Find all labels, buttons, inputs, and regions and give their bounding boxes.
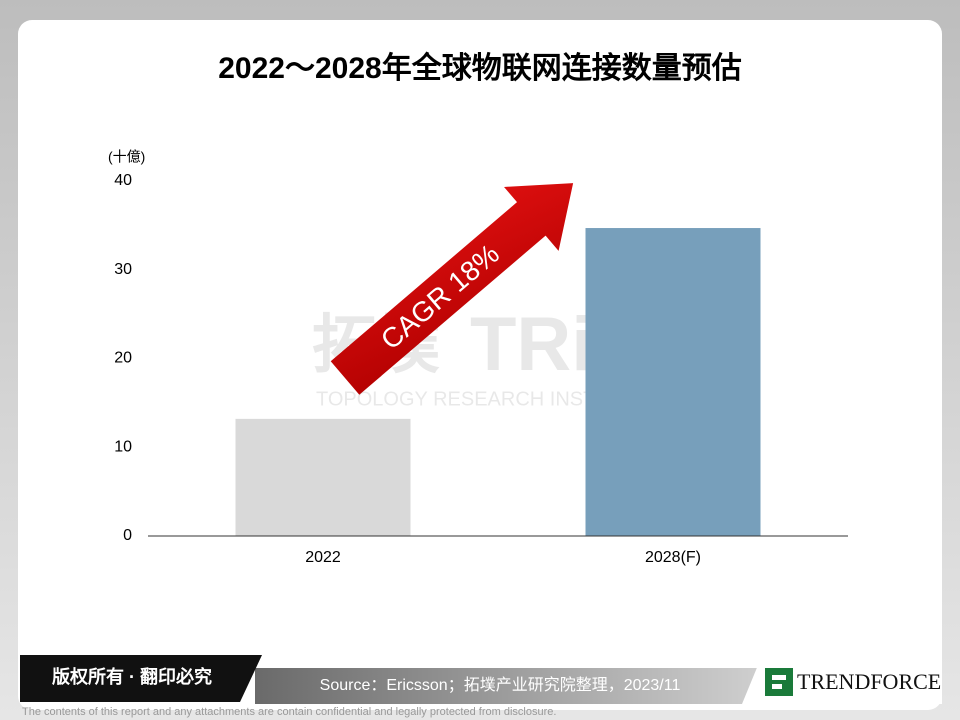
y-tick-label: 40 — [114, 172, 132, 189]
copyright-box — [20, 655, 262, 702]
watermark-name: TOPOLOGY RESEARCH INSTITUTE — [316, 388, 653, 410]
y-tick-label: 10 — [114, 438, 132, 455]
y-tick-label: 0 — [123, 527, 132, 544]
arrow-shape — [330, 183, 574, 395]
panel — [18, 20, 942, 710]
plot: 0 10 20 30 40 2022 2028(F) — [114, 172, 848, 566]
chart-title: 2022～2028年全球物联网连接数量预估 — [218, 51, 741, 85]
y-tick-label: 20 — [114, 350, 132, 367]
brand-icon-line — [772, 684, 782, 689]
copyright: 版权所有 · 翻印必究 — [52, 666, 212, 687]
y-tick-label: 30 — [114, 261, 132, 278]
brand-icon-line — [772, 675, 786, 680]
source: Source：Ericsson；拓墣产业研究院整理，2023/11 — [320, 676, 681, 694]
bar — [235, 418, 411, 536]
brand-icon — [765, 668, 793, 696]
source-bar — [255, 668, 760, 704]
x-tick-label: 2028(F) — [645, 549, 701, 566]
watermark-mark: TRi — [470, 302, 592, 387]
brand: TRENDFORCE — [797, 669, 941, 694]
bar — [585, 228, 761, 536]
x-tick-label: 2022 — [305, 549, 341, 566]
y-unit: (十億) — [108, 149, 145, 165]
disclaimer: The contents of this report and any atta… — [22, 706, 556, 718]
